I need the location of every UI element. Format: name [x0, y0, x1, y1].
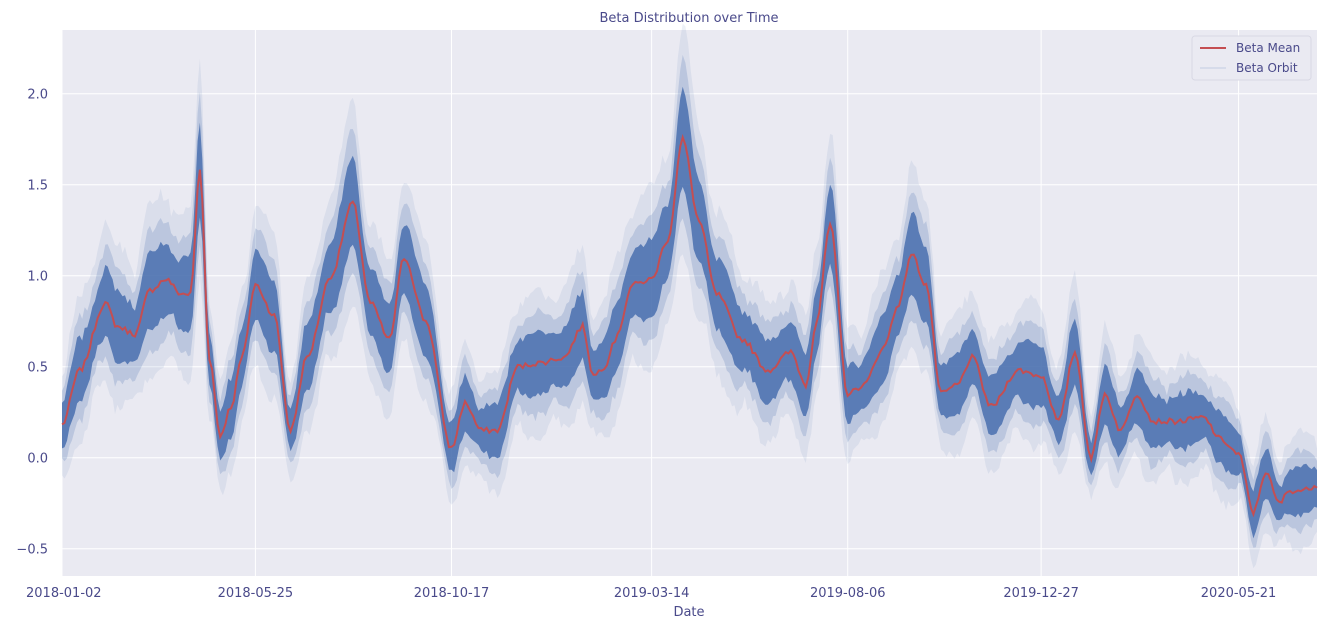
y-tick-label: −0.5: [16, 543, 48, 558]
x-tick-label: 2018-10-17: [414, 586, 490, 601]
x-tick-label: 2018-01-02: [26, 586, 102, 601]
x-tick-label: 2019-12-27: [1003, 586, 1079, 601]
beta-mean-line: [61, 133, 1318, 518]
y-axis-ticks: −0.5 0.0 0.5 1.0 1.5 2.0: [16, 88, 48, 558]
x-axis-label: Date: [673, 605, 704, 620]
x-tick-label: 2020-05-21: [1201, 586, 1277, 601]
y-tick-label: 2.0: [27, 88, 48, 103]
y-tick-label: 0.0: [27, 452, 48, 467]
legend-label-beta-mean: Beta Mean: [1236, 41, 1300, 55]
legend-label-beta-orbit: Beta Orbit: [1236, 61, 1298, 75]
y-tick-label: 0.5: [27, 361, 48, 376]
x-tick-label: 2018-05-25: [218, 586, 294, 601]
beta-orbit-middle: [62, 54, 1317, 548]
beta-orbit-outer: [62, 23, 1317, 569]
y-tick-label: 1.5: [27, 179, 48, 194]
x-tick-label: 2019-03-14: [614, 586, 690, 601]
x-axis-ticks: 2018-01-02 2018-05-25 2018-10-17 2019-03-14…: [26, 586, 1276, 601]
legend: Beta Mean Beta Orbit: [1191, 35, 1312, 81]
x-tick-label: 2019-08-06: [810, 586, 886, 601]
chart-title: Beta Distribution over Time: [599, 11, 778, 26]
y-tick-label: 1.0: [27, 270, 48, 285]
